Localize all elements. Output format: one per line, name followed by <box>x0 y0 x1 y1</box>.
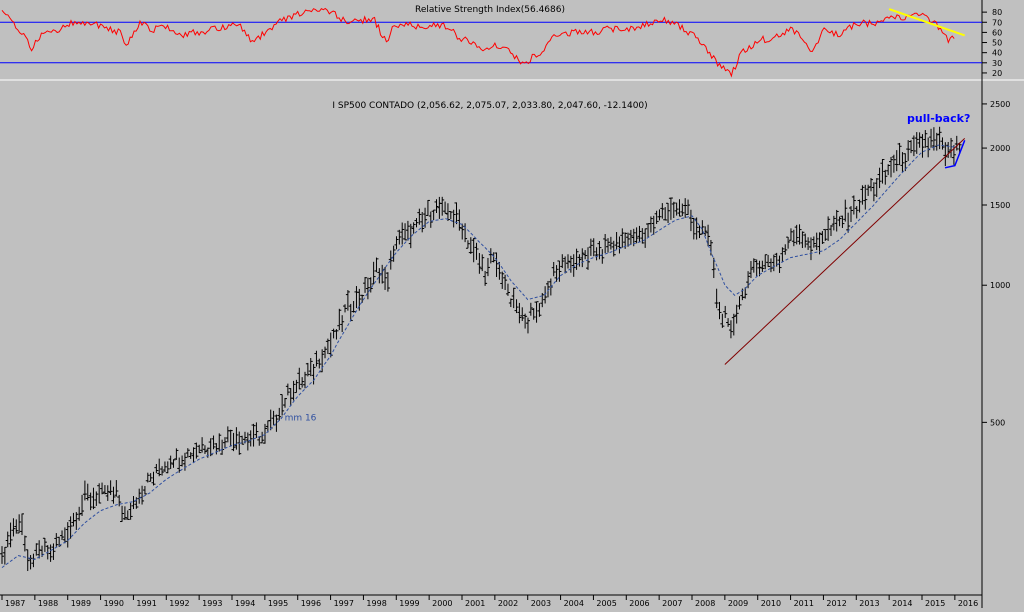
x-tick-label: 1995 <box>268 599 288 608</box>
price-tick-label: 2500 <box>990 100 1010 109</box>
x-tick-label: 2015 <box>925 599 945 608</box>
x-tick-label: 2004 <box>564 599 584 608</box>
x-tick-label: 2014 <box>892 599 912 608</box>
ma-label: mm 16 <box>285 413 317 423</box>
x-tick-label: 1998 <box>366 599 386 608</box>
rsi-tick-label: 50 <box>992 39 1002 48</box>
x-tick-label: 2012 <box>826 599 846 608</box>
x-tick-label: 1996 <box>301 599 321 608</box>
x-tick-label: 2007 <box>662 599 682 608</box>
rsi-tick-label: 20 <box>992 69 1002 78</box>
rsi-tick-label: 40 <box>992 49 1002 58</box>
x-tick-label: 1990 <box>104 599 124 608</box>
support-trendline <box>724 138 966 365</box>
x-tick-label: 2005 <box>596 599 616 608</box>
ma-line <box>1 144 955 568</box>
price-tick-label: 500 <box>990 418 1005 427</box>
x-tick-label: 1989 <box>71 599 91 608</box>
rsi-trendline <box>888 8 966 37</box>
x-tick-label: 2000 <box>432 599 452 608</box>
price-title: I SP500 CONTADO (2,056.62, 2,075.07, 2,0… <box>332 101 647 111</box>
x-tick-label: 2016 <box>958 599 978 608</box>
x-tick-label: 1991 <box>136 599 156 608</box>
pullback-annotation: pull-back? <box>907 112 970 125</box>
x-tick-label: 1993 <box>202 599 222 608</box>
x-tick-label: 2013 <box>859 599 879 608</box>
x-tick-label: 1997 <box>334 599 354 608</box>
rsi-tick-label: 60 <box>992 28 1002 37</box>
x-tick-label: 2010 <box>761 599 781 608</box>
price-tick-label: 1000 <box>990 281 1010 290</box>
rsi-line <box>1 7 955 78</box>
x-tick-label: 1987 <box>5 599 25 608</box>
price-panel: 500 1000 1500 2000 2500 mm 16 pull-back? <box>0 100 1010 572</box>
x-tick-label: 2008 <box>695 599 715 608</box>
rsi-tick-label: 70 <box>992 18 1002 27</box>
x-tick-label: 1999 <box>399 599 419 608</box>
x-axis: 1987 1988 1989 1990 1991 1992 1993 1994 1995 1996… <box>1 595 978 608</box>
rebound-line <box>944 140 966 169</box>
x-tick-label: 1992 <box>169 599 189 608</box>
rsi-tick-label: 80 <box>992 8 1002 17</box>
rsi-tick-label: 30 <box>992 59 1002 68</box>
x-tick-label: 2001 <box>465 599 485 608</box>
x-tick-label: 2011 <box>794 599 814 608</box>
price-tick-label: 2000 <box>990 144 1010 153</box>
x-tick-label: 2009 <box>728 599 748 608</box>
x-tick-label: 2002 <box>498 599 518 608</box>
x-tick-label: 2003 <box>531 599 551 608</box>
x-tick-label: 2006 <box>629 599 649 608</box>
x-tick-label: 1988 <box>38 599 58 608</box>
price-tick-label: 1500 <box>990 201 1010 210</box>
x-tick-label: 1994 <box>235 599 255 608</box>
rsi-title: Relative Strength Index(56.4686) <box>415 5 565 15</box>
